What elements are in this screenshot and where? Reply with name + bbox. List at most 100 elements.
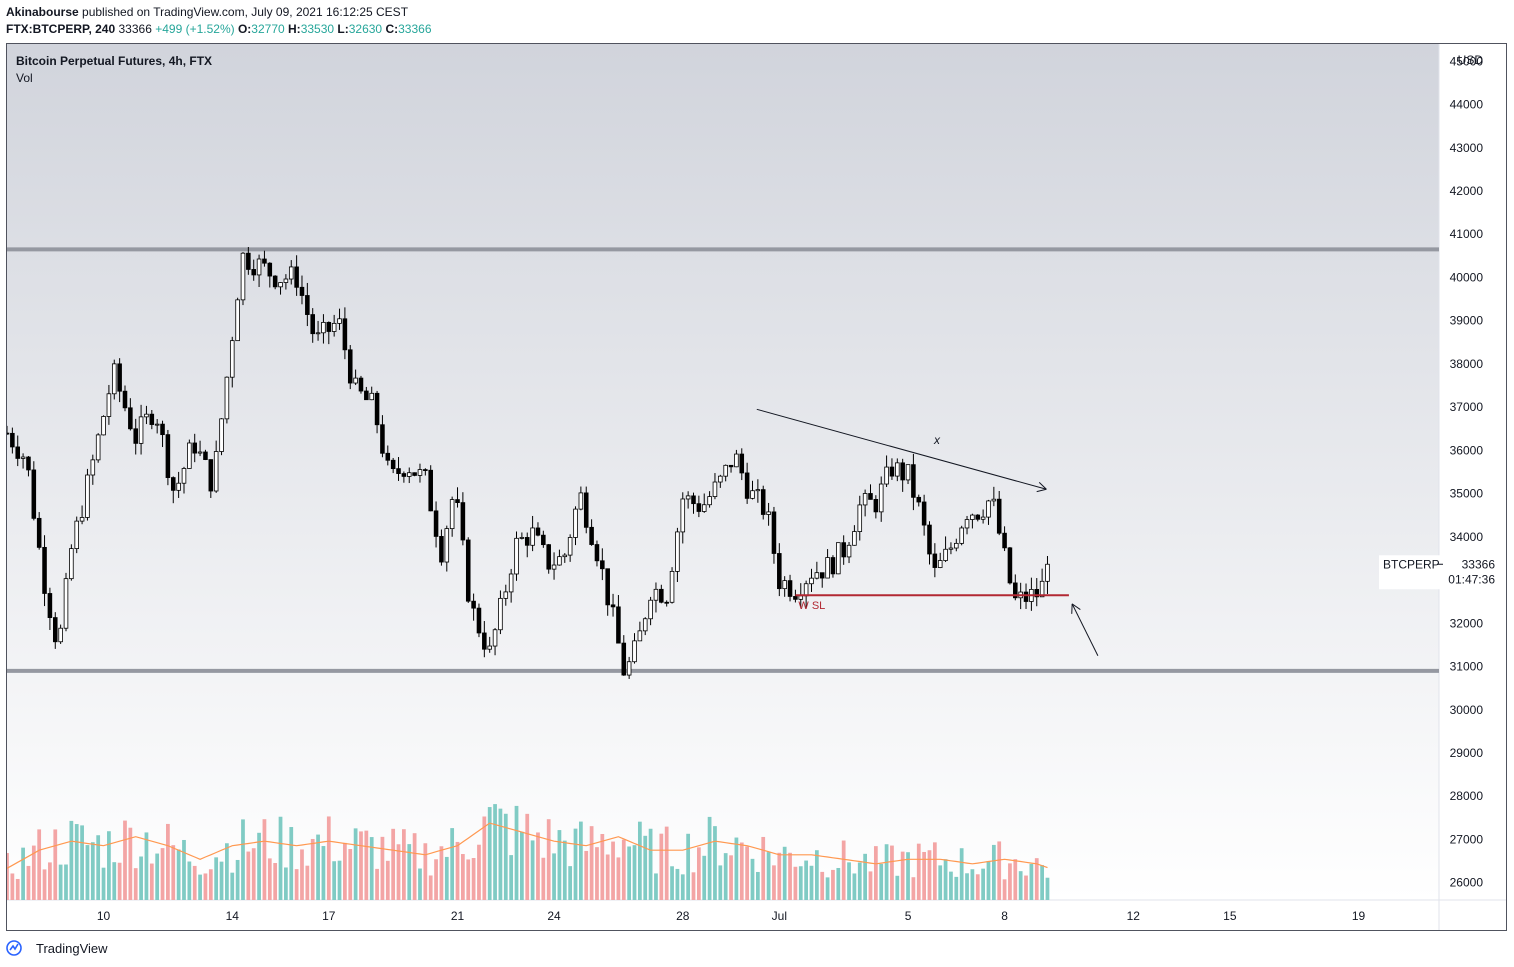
candle-body [503,591,509,599]
candle-body [1007,547,1013,584]
volume-bar [241,819,245,900]
candle-body [798,595,804,600]
volume-bar [643,835,648,900]
candle-body [117,363,122,392]
candle-body [991,498,997,502]
volume-bar [230,872,235,900]
volume-bar [911,877,916,900]
candle-body [637,630,643,642]
candle-body [278,282,283,288]
price-tick-label: 30000 [1450,703,1484,717]
candle-body [744,472,750,499]
candle-body [101,416,106,436]
candle-body [465,539,471,602]
volume-bar [407,844,412,900]
candle-body [310,314,315,335]
volume-bar [300,849,304,900]
candle-body [659,588,664,603]
candle-body [857,504,863,532]
candle-body [58,627,63,643]
price-axis[interactable]: USD 26000 27000 28000 29000 30000 31000 32000 3… [1450,53,1484,890]
candle-body [921,501,927,526]
candle-body [1002,532,1007,549]
candle-body [712,481,718,497]
candle-body [964,519,970,529]
pointer-arrow [1071,603,1099,656]
volume-bar [836,867,841,900]
candle-body [562,554,568,558]
volume-ma-line [7,822,1048,869]
candle-body [176,482,181,491]
volume-bar [831,869,835,900]
volume-bar [396,844,401,900]
time-axis[interactable]: 10 14 17 21 24 28 Jul 5 8 12 15 19 [97,909,1366,923]
price-tick-label: 45000 [1450,54,1484,68]
candle-body [138,416,144,444]
volume-bar [857,862,862,900]
volume-bar [48,862,52,900]
volume-bar [637,821,642,900]
time-tick-label: 15 [1223,909,1237,923]
volume-bar [675,868,680,900]
volume-bar [691,872,696,900]
volume-bar [895,875,900,900]
volume-bar [364,830,369,900]
volume-bar [627,846,632,900]
candle-body [449,499,455,530]
candle-body [868,493,873,500]
candle-body [7,432,10,435]
candle-body [948,547,954,550]
candle-body [916,496,922,503]
volume-bar [530,840,535,900]
volume-bar [970,869,975,900]
candle-body [390,459,396,470]
candle-body [63,578,69,629]
volume-bar [74,824,79,900]
candle-body [288,266,294,280]
candle-body [305,295,310,315]
candle-body [79,517,85,522]
footer-brand[interactable]: TradingView [36,940,108,956]
candle-body [272,275,278,288]
candle-body [771,511,777,554]
candle-body [589,526,594,545]
candle-body [10,432,15,448]
volume-bar [391,828,396,900]
legend-title[interactable]: Bitcoin Perpetual Futures, 4h, FTX [16,54,213,68]
price-tick-label: 44000 [1450,98,1484,112]
candle-body [895,462,900,477]
open-label: O: [237,22,252,36]
time-tick-label: 17 [322,909,336,923]
volume-bar [428,875,433,900]
candle-body [814,572,820,579]
candle-body [819,572,825,579]
candle-body [943,548,948,561]
candle-body [181,468,187,484]
volume-layer [7,804,1050,900]
time-tick-label: 21 [451,909,465,923]
candle-body [460,502,466,541]
volume-bar [214,857,219,900]
published-text: published on TradingView.com, July 09, 2… [82,5,409,19]
volume-bar [466,859,471,900]
legend-volume[interactable]: Vol [16,71,33,85]
candle-body [626,661,632,676]
candle-body [600,560,605,570]
candle-body [455,499,460,504]
volume-bar [101,867,106,900]
candle-body [541,534,546,546]
chart-frame[interactable]: W SL x USD 26000 27000 28000 29000 30000 31000… [6,43,1507,931]
candle-body [514,537,519,575]
candle-body [508,573,514,593]
candle-body [1034,589,1040,598]
volume-bar [1008,863,1012,900]
volume-bar [589,826,594,900]
author-name[interactable]: Akinabourse [6,5,79,19]
close-value: 33366 [398,22,432,36]
volume-bar [654,873,658,900]
volume-bar [632,845,637,900]
price-chart[interactable]: W SL x USD 26000 27000 28000 29000 30000 31000… [7,44,1506,930]
volume-bar [584,850,589,900]
price-tick-label: 35000 [1450,487,1484,501]
candle-body [696,503,702,512]
